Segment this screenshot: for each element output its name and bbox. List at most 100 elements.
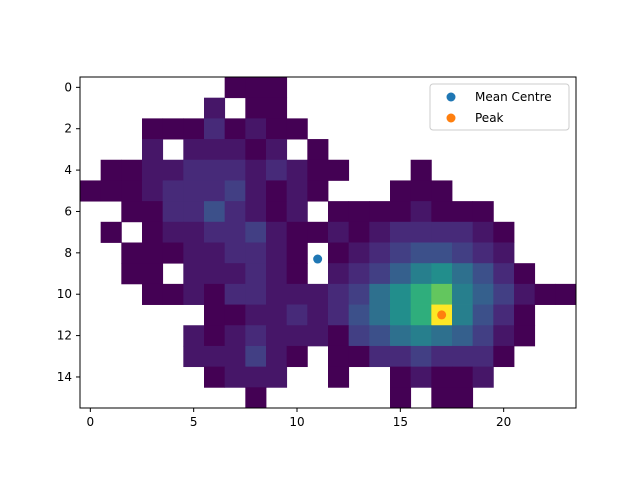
x-tick-label: 10 xyxy=(289,415,304,429)
heatmap-cell xyxy=(266,304,288,326)
heatmap-cell xyxy=(266,242,288,264)
heatmap-cell xyxy=(266,77,288,99)
heatmap-cell xyxy=(472,242,494,264)
legend-marker-mean-centre xyxy=(446,92,456,102)
heatmap-cell xyxy=(328,159,350,181)
heatmap-cell xyxy=(245,118,267,140)
heatmap-cell xyxy=(328,263,350,285)
heatmap-cell xyxy=(224,139,246,161)
heatmap-cell xyxy=(266,283,288,305)
heatmap-cell xyxy=(245,325,267,347)
heatmap-cell xyxy=(224,366,246,388)
overlay-points xyxy=(313,254,447,320)
legend: Mean Centre Peak xyxy=(429,83,570,131)
heatmap-cell xyxy=(452,345,474,368)
heatmap-cell xyxy=(410,242,432,264)
heatmap-cell xyxy=(183,345,205,368)
heatmap-cell xyxy=(390,221,412,243)
heatmap-cell xyxy=(410,325,432,347)
y-tick-label: 10 xyxy=(57,287,72,301)
heatmap-cell xyxy=(286,345,308,368)
heatmap-cell xyxy=(328,283,350,305)
heatmap-cell xyxy=(390,180,412,202)
heatmap-cell xyxy=(390,242,412,264)
heatmap-cell xyxy=(142,201,164,223)
heatmap-cell xyxy=(245,387,267,409)
legend-marker-peak xyxy=(446,113,456,123)
y-tick-label: 8 xyxy=(64,246,72,260)
heatmap-cell xyxy=(266,201,288,223)
heatmap-cell xyxy=(431,201,453,223)
heatmap-cell xyxy=(162,221,184,243)
heatmap-cell xyxy=(142,159,164,181)
heatmap-cell xyxy=(245,159,267,181)
heatmap-cell xyxy=(369,221,391,243)
heatmap-cell xyxy=(328,242,350,264)
heatmap-cell xyxy=(183,221,205,243)
heatmap-cell xyxy=(224,345,246,368)
heatmap-cell xyxy=(452,263,474,285)
heatmap-cell xyxy=(266,180,288,202)
heatmap-cell xyxy=(142,180,164,202)
heatmap-cell xyxy=(493,242,515,264)
heatmap-cell xyxy=(452,366,474,388)
heatmap-cell xyxy=(183,201,205,223)
heatmap-cell xyxy=(493,283,515,305)
heatmap-cell xyxy=(245,366,267,388)
heatmap-cell xyxy=(183,118,205,140)
x-tick-label: 5 xyxy=(190,415,198,429)
heatmap-cell xyxy=(410,345,432,368)
heatmap-cell xyxy=(162,242,184,264)
heatmap-cell xyxy=(431,242,453,264)
heatmap-cell xyxy=(390,387,412,409)
heatmap-cell xyxy=(162,201,184,223)
heatmap-cell xyxy=(266,97,288,119)
heatmap-cell xyxy=(493,263,515,285)
heatmap-cell xyxy=(472,345,494,368)
heatmap-cell xyxy=(204,325,226,347)
heatmap-cell xyxy=(452,387,474,409)
heatmap-cell xyxy=(369,242,391,264)
heatmap-cell xyxy=(224,221,246,243)
heatmap-cell xyxy=(431,283,453,305)
heatmap-cell xyxy=(142,221,164,243)
heatmap-cell xyxy=(348,263,370,285)
heatmap-cell xyxy=(286,263,308,285)
heatmap-cell xyxy=(431,180,453,202)
heatmap-cell xyxy=(204,97,226,119)
heatmap-cell xyxy=(224,159,246,181)
heatmap-cell xyxy=(472,304,494,326)
heatmap-cell xyxy=(348,201,370,223)
heatmap-cell xyxy=(224,201,246,223)
heatmap-cell xyxy=(204,201,226,223)
heatmap-cell xyxy=(472,283,494,305)
heatmap-cell xyxy=(266,139,288,161)
heatmap-cell xyxy=(121,263,143,285)
heatmap-cell xyxy=(452,201,474,223)
heatmap-cell xyxy=(204,139,226,161)
heatmap-cell xyxy=(266,366,288,388)
heatmap-cell xyxy=(245,139,267,161)
heatmap-cell xyxy=(307,159,329,181)
heatmap-cell xyxy=(142,139,164,161)
heatmap-cell xyxy=(204,304,226,326)
heatmap-cell xyxy=(204,118,226,140)
heatmap-cell xyxy=(328,304,350,326)
heatmap-cell xyxy=(307,325,329,347)
heatmap-cell xyxy=(410,201,432,223)
axes-frame xyxy=(79,76,577,409)
heatmap-cell xyxy=(224,263,246,285)
y-tick-label: 4 xyxy=(64,163,72,177)
heatmap-cell xyxy=(410,263,432,285)
heatmap-cell xyxy=(286,283,308,305)
heatmap-cell xyxy=(286,221,308,243)
point-mean-centre xyxy=(313,254,323,264)
heatmap-cell xyxy=(245,345,267,368)
heatmap-cell xyxy=(307,180,329,202)
heatmap-cell xyxy=(390,345,412,368)
heatmap-cell xyxy=(286,242,308,264)
heatmap-cell xyxy=(286,159,308,181)
heatmap-cell xyxy=(245,180,267,202)
heatmap-cell xyxy=(328,366,350,388)
heatmap-cell xyxy=(245,221,267,243)
